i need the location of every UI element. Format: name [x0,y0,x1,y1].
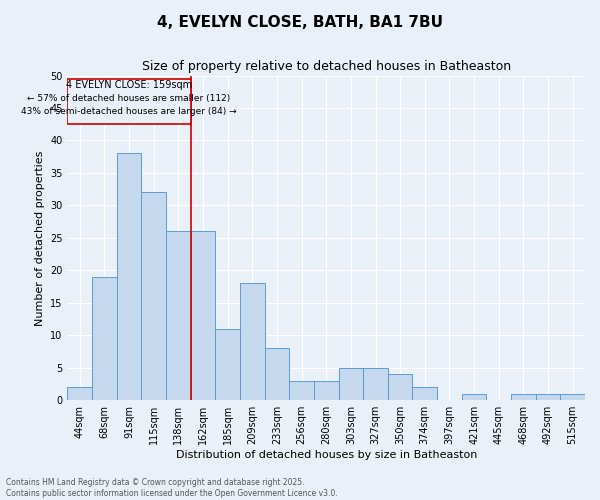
Bar [388,374,412,400]
Bar [67,387,92,400]
Bar [289,380,314,400]
Bar [363,368,388,400]
Bar [191,232,215,400]
Bar [142,192,166,400]
Bar [92,277,117,400]
Text: ← 57% of detached houses are smaller (112): ← 57% of detached houses are smaller (11… [28,94,230,103]
Bar [166,232,191,400]
Bar [117,154,142,400]
Title: Size of property relative to detached houses in Batheaston: Size of property relative to detached ho… [142,60,511,73]
Bar [338,368,363,400]
Bar [560,394,585,400]
Text: 4, EVELYN CLOSE, BATH, BA1 7BU: 4, EVELYN CLOSE, BATH, BA1 7BU [157,15,443,30]
Y-axis label: Number of detached properties: Number of detached properties [35,150,44,326]
Text: 43% of semi-detached houses are larger (84) →: 43% of semi-detached houses are larger (… [21,107,237,116]
Bar [412,387,437,400]
Bar [511,394,536,400]
Bar [462,394,487,400]
Bar [67,79,191,124]
Bar [265,348,289,400]
Bar [240,284,265,400]
Bar [215,329,240,400]
Bar [536,394,560,400]
Text: Contains HM Land Registry data © Crown copyright and database right 2025.
Contai: Contains HM Land Registry data © Crown c… [6,478,338,498]
Text: 4 EVELYN CLOSE: 159sqm: 4 EVELYN CLOSE: 159sqm [66,80,192,90]
Bar [314,380,338,400]
X-axis label: Distribution of detached houses by size in Batheaston: Distribution of detached houses by size … [176,450,477,460]
